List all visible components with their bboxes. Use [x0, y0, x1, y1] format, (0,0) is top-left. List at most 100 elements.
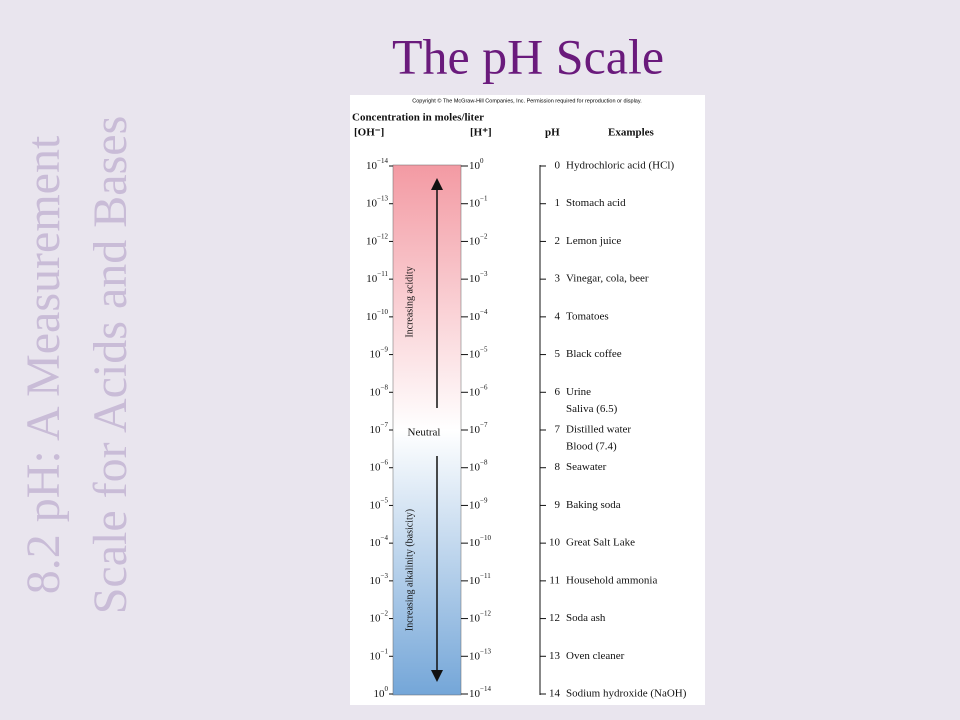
example: Oven cleaner	[566, 650, 625, 662]
oh-label-base: 10	[370, 386, 382, 398]
copyright: Copyright © The McGraw-Hill Companies, I…	[412, 97, 642, 104]
h-label: 10−7	[469, 421, 488, 436]
ph-value: 14	[549, 688, 561, 700]
h-label: 10−4	[469, 307, 488, 322]
example: Hydrochloric acid (HCl)	[566, 160, 674, 172]
oh-label-base: 10	[366, 273, 378, 285]
oh-label: 10−12	[366, 232, 388, 247]
h-label-exp: −12	[480, 609, 491, 617]
acid-label: Increasing acidity	[404, 266, 415, 337]
oh-label-exp: −2	[381, 609, 389, 617]
ph-value: 4	[555, 310, 561, 322]
oh-label-exp: −9	[381, 345, 389, 353]
h-label: 10−3	[469, 270, 488, 285]
ph-value: 12	[549, 612, 560, 624]
oh-label-exp: −6	[381, 458, 389, 466]
ph-value: 2	[555, 235, 561, 247]
h-label: 10−9	[469, 496, 488, 511]
oh-label-base: 10	[370, 650, 382, 662]
oh-label: 10−10	[366, 307, 388, 322]
ph-value: 3	[555, 273, 561, 285]
ph-value: 13	[549, 650, 561, 662]
h-label-base: 10	[469, 310, 481, 322]
oh-label-exp: 0	[385, 685, 389, 693]
ph-value: 6	[555, 386, 561, 398]
ph-value: 11	[549, 574, 560, 586]
example: Sodium hydroxide (NaOH)	[566, 688, 687, 700]
slide-title: The pH Scale	[392, 28, 664, 84]
oh-label: 10−4	[370, 534, 389, 549]
oh-label-base: 10	[366, 235, 378, 247]
h-label-exp: −13	[480, 647, 491, 655]
example: Soda ash	[566, 612, 606, 624]
h-label: 10−12	[469, 609, 491, 624]
h-label-base: 10	[469, 386, 481, 398]
oh-label-base: 10	[370, 612, 382, 624]
h-label-exp: −10	[480, 534, 491, 542]
example: Baking soda	[566, 499, 621, 511]
header: Examples	[608, 127, 655, 139]
oh-label-base: 10	[370, 574, 382, 586]
example: Vinegar, cola, beer	[566, 273, 649, 285]
h-label-base: 10	[469, 197, 481, 209]
oh-label: 10−8	[370, 383, 389, 398]
ph-value: 9	[555, 499, 561, 511]
h-label: 10−10	[469, 534, 491, 549]
ph-value: 10	[549, 537, 561, 549]
h-label-exp: −1	[480, 194, 488, 202]
h-label: 10−1	[469, 194, 488, 209]
heading: Concentration in moles/liter	[352, 112, 484, 124]
oh-label: 10−1	[370, 647, 389, 662]
example: Seawater	[566, 461, 607, 473]
oh-label: 10−5	[370, 496, 389, 511]
h-label-base: 10	[469, 424, 481, 436]
example: Tomatoes	[566, 310, 609, 322]
oh-label-base: 10	[374, 688, 386, 700]
h-label-exp: −2	[480, 232, 488, 240]
example: Saliva (6.5)	[566, 403, 618, 415]
h-label: 10−11	[469, 571, 491, 586]
h-label-base: 10	[469, 273, 481, 285]
ph-value: 5	[555, 348, 561, 360]
h-label-exp: −14	[480, 685, 491, 693]
h-label-exp: −6	[480, 383, 488, 391]
h-label-exp: −3	[480, 270, 488, 278]
ph-value: 7	[555, 424, 561, 436]
h-label: 100	[469, 157, 484, 172]
oh-label-base: 10	[370, 424, 382, 436]
oh-label: 10−11	[366, 270, 388, 285]
header: [OH⁻]	[354, 127, 384, 139]
h-label: 10−6	[469, 383, 488, 398]
oh-label: 10−6	[370, 458, 389, 473]
oh-label-exp: −11	[377, 270, 388, 278]
ph-value: 0	[555, 160, 561, 172]
header: [H⁺]	[470, 127, 492, 139]
oh-label-base: 10	[370, 537, 382, 549]
h-label-base: 10	[469, 650, 481, 662]
h-label-base: 10	[469, 235, 481, 247]
h-label-base: 10	[469, 160, 481, 172]
ph-value: 1	[555, 197, 561, 209]
oh-label: 10−3	[370, 571, 389, 586]
oh-label: 10−7	[370, 421, 389, 436]
oh-label: 10−14	[366, 157, 388, 172]
oh-label-exp: −4	[381, 534, 389, 542]
ph-value: 8	[555, 461, 561, 473]
ph-bar	[392, 164, 462, 696]
side-title: 8.2 pH: A Measurement	[17, 135, 70, 594]
h-label-exp: −4	[480, 307, 488, 315]
h-label-exp: −5	[480, 345, 488, 353]
oh-label: 10−2	[370, 609, 389, 624]
oh-label-exp: −14	[377, 157, 388, 165]
oh-label-base: 10	[370, 499, 382, 511]
h-label: 10−14	[469, 685, 491, 700]
example: Black coffee	[566, 348, 622, 360]
h-label-base: 10	[469, 688, 481, 700]
oh-label-exp: −10	[377, 307, 388, 315]
h-label: 10−5	[469, 345, 488, 360]
oh-label: 100	[374, 685, 389, 700]
neutral-label: Neutral	[408, 427, 441, 439]
example: Blood (7.4)	[566, 441, 617, 453]
h-label-base: 10	[469, 574, 481, 586]
